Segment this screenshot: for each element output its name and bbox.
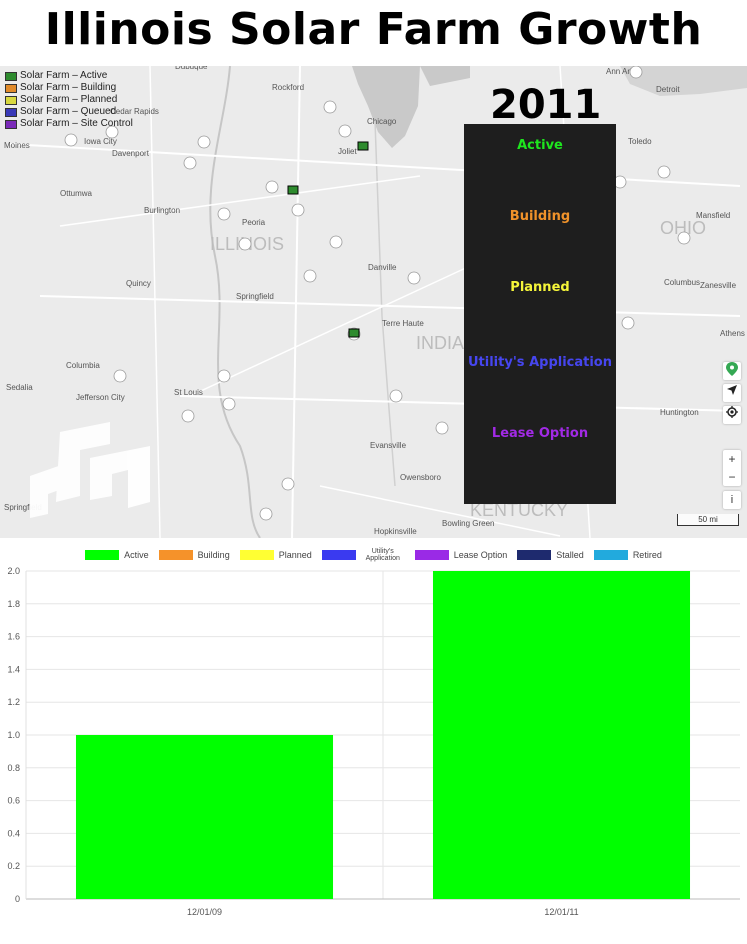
y-axis-ticks: 0 0.2 0.4 0.6 0.8 1.0 1.2 1.4 1.6 1.8 2.0 <box>7 566 20 904</box>
svg-text:Columbia: Columbia <box>66 361 100 370</box>
brand-logo <box>30 422 150 518</box>
status-panel: Active Building Planned Utility's Applic… <box>464 124 616 504</box>
svg-text:Zanesville: Zanesville <box>700 281 737 290</box>
svg-text:Quincy: Quincy <box>126 279 151 288</box>
map-legend-item: Solar Farm – Building <box>5 82 133 94</box>
y-tick-label: 2.0 <box>7 566 20 576</box>
map-view[interactable]: ILLINOIS INDIANA OHIO KENTUCKY Dubuque R… <box>0 66 747 538</box>
bar-active-0[interactable] <box>75 735 334 899</box>
map-scale: 50 mi <box>677 514 739 526</box>
chart-legend-building[interactable]: Building <box>158 548 230 562</box>
y-tick-label: 0.8 <box>7 763 20 773</box>
svg-text:Dubuque: Dubuque <box>175 66 208 71</box>
lake-michigan <box>352 66 420 148</box>
map-pin-icon[interactable] <box>723 362 741 380</box>
svg-text:Springfield: Springfield <box>236 292 274 301</box>
y-tick-label: 0.6 <box>7 796 20 806</box>
svg-text:St Louis: St Louis <box>174 388 203 397</box>
svg-text:Ann Arbor: Ann Arbor <box>606 67 642 76</box>
svg-text:Jefferson City: Jefferson City <box>76 393 125 402</box>
info-button[interactable]: i <box>723 491 741 509</box>
svg-text:Detroit: Detroit <box>656 85 680 94</box>
map-legend-item: Solar Farm – Active <box>5 70 133 82</box>
chart-legend-utility-application[interactable]: Utility's Application <box>321 548 405 562</box>
svg-text:Ottumwa: Ottumwa <box>60 189 93 198</box>
legend-swatch <box>5 107 17 117</box>
legend-swatch <box>5 71 17 81</box>
chart-legend-retired[interactable]: Retired <box>593 548 662 562</box>
svg-text:Springfield: Springfield <box>4 503 42 512</box>
svg-text:Evansville: Evansville <box>370 441 407 450</box>
map-legend-item: Solar Farm – Site Control <box>5 118 133 130</box>
year-label: 2011 <box>490 82 602 128</box>
map-legend-item: Solar Farm – Queued <box>5 106 133 118</box>
status-lease-option: Lease Option <box>491 426 589 441</box>
chart-legend-lease-option[interactable]: Lease Option <box>414 548 507 562</box>
zoom-control: + − <box>723 450 741 486</box>
svg-text:Peoria: Peoria <box>242 218 266 227</box>
chart-legend-stalled[interactable]: Stalled <box>517 548 584 562</box>
zoom-out-button[interactable]: − <box>728 470 736 484</box>
status-utility-application: Utility's Application <box>468 355 612 370</box>
svg-text:Cedar Rapids: Cedar Rapids <box>110 107 159 116</box>
svg-text:Danville: Danville <box>368 263 397 272</box>
svg-text:Joliet: Joliet <box>338 147 357 156</box>
y-tick-label: 1.0 <box>7 730 20 740</box>
map-base: ILLINOIS INDIANA OHIO KENTUCKY Dubuque R… <box>0 66 747 538</box>
y-tick-label: 1.8 <box>7 599 20 609</box>
y-tick-label: 0.2 <box>7 861 20 871</box>
svg-text:Chicago: Chicago <box>367 117 397 126</box>
locate-icon[interactable] <box>723 406 741 424</box>
y-tick-label: 1.6 <box>7 632 20 642</box>
status-building: Building <box>509 209 571 224</box>
x-tick-label: 12/01/09 <box>187 907 222 917</box>
svg-text:Athens: Athens <box>720 329 745 338</box>
bar-active-1[interactable] <box>432 571 691 899</box>
legend-swatch <box>5 95 17 105</box>
chart-bars <box>75 571 691 899</box>
status-planned: Planned <box>510 280 570 295</box>
svg-text:Sedalia: Sedalia <box>6 383 33 392</box>
y-tick-label: 0.4 <box>7 828 20 838</box>
svg-text:OHIO: OHIO <box>660 218 706 238</box>
map-legend-item: Solar Farm – Planned <box>5 94 133 106</box>
y-tick-label: 0 <box>15 894 20 904</box>
svg-text:Columbus: Columbus <box>664 278 700 287</box>
svg-text:Terre Haute: Terre Haute <box>382 319 424 328</box>
svg-text:KENTUCKY: KENTUCKY <box>470 500 568 520</box>
bar-chart: 0 0.2 0.4 0.6 0.8 1.0 1.2 1.4 1.6 1.8 2.0 12/01/09… <box>7 566 740 917</box>
svg-text:Davenport: Davenport <box>112 149 150 158</box>
svg-text:Bowling Green: Bowling Green <box>442 519 494 528</box>
navigate-icon[interactable] <box>723 384 741 402</box>
chart-legend-active[interactable]: Active <box>85 548 149 562</box>
map-legend: Solar Farm – Active Solar Farm – Buildin… <box>5 70 133 130</box>
chart-legend-planned[interactable]: Planned <box>239 548 312 562</box>
svg-text:Burlington: Burlington <box>144 206 180 215</box>
svg-text:Rockford: Rockford <box>272 83 304 92</box>
legend-swatch <box>5 83 17 93</box>
zoom-in-button[interactable]: + <box>728 452 736 466</box>
svg-text:Huntington: Huntington <box>660 408 699 417</box>
svg-text:Owensboro: Owensboro <box>400 473 441 482</box>
svg-text:Mansfield: Mansfield <box>696 211 730 220</box>
x-axis-ticks: 12/01/09 12/01/11 <box>187 907 579 917</box>
legend-swatch <box>5 119 17 129</box>
solar-farm-markers <box>287 141 369 338</box>
y-tick-label: 1.2 <box>7 697 20 707</box>
status-active: Active <box>517 138 563 153</box>
svg-text:Iowa City: Iowa City <box>84 137 117 146</box>
svg-text:Hopkinsville: Hopkinsville <box>374 527 417 536</box>
y-tick-label: 1.4 <box>7 664 20 674</box>
chart-legend: Active Building Planned Utility's Applic… <box>0 548 747 562</box>
page-title: Illinois Solar Farm Growth <box>44 4 703 55</box>
svg-text:Toledo: Toledo <box>628 137 652 146</box>
svg-text:Moines: Moines <box>4 141 30 150</box>
x-tick-label: 12/01/11 <box>544 907 578 917</box>
